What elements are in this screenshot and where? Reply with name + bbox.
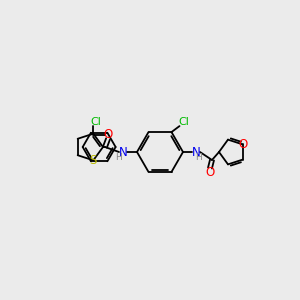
Text: O: O: [238, 138, 247, 151]
Text: Cl: Cl: [178, 117, 189, 127]
Text: N: N: [192, 146, 200, 158]
Text: O: O: [103, 128, 112, 142]
Text: H: H: [196, 154, 202, 163]
Text: S: S: [90, 154, 97, 167]
Text: N: N: [118, 146, 127, 158]
Text: H: H: [115, 152, 122, 161]
Text: Cl: Cl: [90, 117, 101, 127]
Text: O: O: [206, 166, 214, 178]
